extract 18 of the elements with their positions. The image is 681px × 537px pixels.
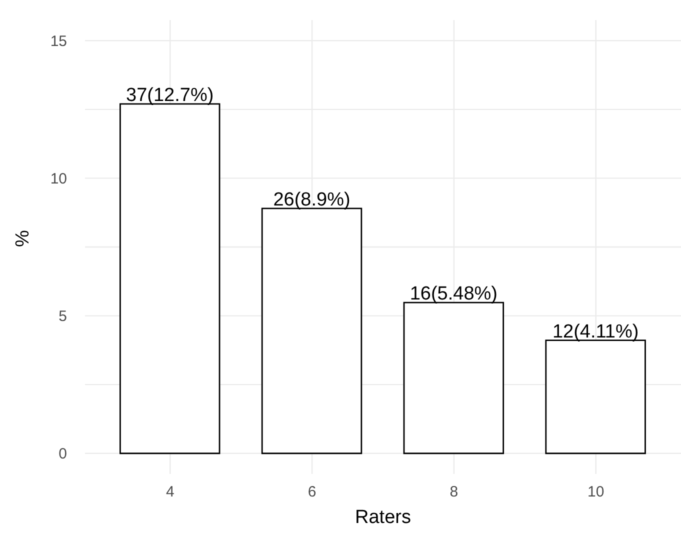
x-tick-label: 6 bbox=[308, 484, 316, 501]
x-tick-label: 4 bbox=[166, 484, 174, 501]
y-tick-label: 0 bbox=[58, 446, 67, 463]
data-label: 37(12.7%) bbox=[126, 84, 214, 106]
bar bbox=[119, 103, 220, 454]
y-tick-label: 10 bbox=[50, 170, 67, 188]
bar bbox=[545, 340, 646, 454]
bar bbox=[403, 302, 504, 454]
data-label: 26(8.9%) bbox=[273, 189, 350, 210]
x-tick-label: 8 bbox=[450, 484, 458, 501]
data-label: 16(5.48%) bbox=[410, 284, 498, 305]
y-tick-label: 5 bbox=[58, 308, 67, 326]
data-label: 12(4.11%) bbox=[552, 321, 639, 342]
y-axis-title: % bbox=[12, 230, 34, 247]
bar bbox=[261, 208, 362, 454]
x-axis-title: Raters bbox=[355, 507, 411, 528]
y-tick-label: 15 bbox=[50, 32, 67, 50]
x-tick-label: 10 bbox=[588, 484, 604, 501]
